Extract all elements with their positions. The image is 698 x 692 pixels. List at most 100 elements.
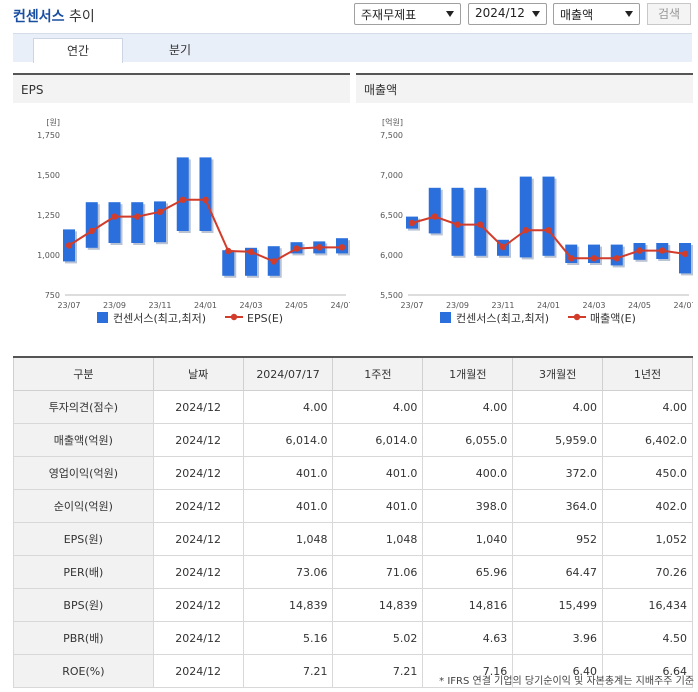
row-value: 952 [512,522,604,556]
estimate-point [179,196,186,203]
range-bar [222,250,235,276]
tab-quarterly[interactable]: 분기 [168,43,192,57]
row-value: 14,816 [422,588,514,622]
row-value: 402.0 [602,489,693,523]
x-tick-label: 24/03 [582,301,605,310]
row-value: 6,014.0 [332,423,424,457]
estimate-point [134,213,141,220]
y-axis-unit: [원] [46,118,60,127]
table-row: 투자의견(점수) 2024/12 4.00 4.00 4.00 4.00 4.00 [13,390,693,424]
row-date: 2024/12 [152,588,244,622]
row-value: 3.96 [512,621,604,655]
estimate-point [225,247,232,255]
row-label: EPS(원) [13,522,154,556]
row-value: 7.21 [332,654,424,688]
row-value: 450.0 [602,456,693,490]
search-button[interactable]: 검색 [647,3,691,25]
estimate-point [613,255,620,262]
x-tick-label: 23/11 [491,301,514,310]
row-value: 6,402.0 [602,423,693,457]
row-value: 401.0 [242,456,334,490]
metric-select[interactable]: 매출액 [553,3,640,25]
row-value: 4.50 [602,621,693,655]
estimate-point [65,242,73,249]
header-1m: 1개월전 [422,356,514,391]
estimate-point [431,213,438,220]
row-value: 6.40 [512,654,604,688]
x-tick-label: 24/01 [194,301,217,310]
estimate-point [156,208,164,215]
range-bar [131,202,144,243]
row-label: 매출액(억원) [13,423,154,457]
row-value: 4.63 [422,621,514,655]
legend-range-label: 컨센서스(최고,최저) [456,312,549,325]
row-value: 372.0 [512,456,604,490]
y-tick-label: 7,000 [380,171,403,180]
chevron-down-icon [625,11,633,17]
table-row: EPS(원) 2024/12 1,048 1,048 1,040 952 1,052 [13,522,693,556]
estimate-point [293,245,300,252]
legend-line-label: EPS(E) [247,312,283,325]
row-value: 1,052 [602,522,693,556]
row-value: 4.00 [602,390,693,424]
footnote: * IFRS 연결 기업의 당기순이익 및 자본총계는 지배주주 기준 [439,676,694,687]
row-value: 401.0 [242,489,334,523]
estimate-point [499,243,507,251]
legend-range-swatch [440,312,451,323]
row-value: 6,055.0 [422,423,514,457]
header-current: 2024/07/17 [242,356,334,391]
sales-chart-title: 매출액 [356,73,693,103]
title-brand: 컨센서스 [13,9,65,25]
x-tick-label: 23/11 [148,301,171,310]
table-row: BPS(원) 2024/12 14,839 14,839 14,816 15,499 16,… [13,588,693,622]
row-value: 5.16 [242,621,334,655]
row-label: PER(배) [13,555,154,589]
tab-annual[interactable]: 연간 [33,38,123,63]
row-value: 5,959.0 [512,423,604,457]
estimate-point [247,248,255,255]
row-value: 364.0 [512,489,604,523]
y-tick-label: 750 [45,291,60,300]
period-select[interactable]: 2024/12 [468,3,547,25]
legend-range-swatch [97,312,108,323]
header-date: 날짜 [152,356,244,391]
x-tick-label: 24/05 [285,301,308,310]
estimate-point [636,247,643,254]
y-axis-unit: [억원] [382,117,403,127]
range-bar [679,243,691,274]
row-value: 400.0 [422,456,514,490]
row-value: 1,048 [242,522,334,556]
estimate-point [111,213,118,220]
y-tick-label: 1,000 [37,251,60,260]
period-tab-bar: 연간 분기 [13,33,692,63]
table-row: ROE(%) 2024/12 7.21 7.21 7.16 6.40 6.64 [13,654,693,688]
range-bar [85,202,98,248]
row-value: 4.00 [332,390,424,424]
estimate-point [590,255,598,262]
statement-type-select[interactable]: 주재무제표 [354,3,461,25]
row-value: 64.47 [512,555,604,589]
row-date: 2024/12 [152,456,244,490]
title-suffix: 추이 [68,9,95,25]
estimate-point [270,258,277,265]
table-row: 매출액(억원) 2024/12 6,014.0 6,014.0 6,055.0 5,959… [13,423,693,457]
range-bar [154,201,166,243]
row-value: 71.06 [332,555,424,589]
row-label: 순이익(억원) [13,489,154,523]
x-tick-label: 23/07 [400,301,423,310]
x-tick-label: 23/09 [446,301,469,310]
x-tick-label: 23/07 [57,301,80,310]
estimate-point [545,227,552,234]
row-label: ROE(%) [13,654,154,688]
consensus-table: 구분 날짜 2024/07/17 1주전 1개월전 3개월전 1년전 투자의견(… [13,356,693,688]
row-value: 401.0 [332,456,424,490]
row-value: 1,040 [422,522,514,556]
row-value: 7.16 [422,654,514,688]
row-value: 14,839 [332,588,424,622]
x-tick-label: 24/05 [628,301,651,310]
row-value: 4.00 [512,390,604,424]
range-bar [176,157,189,231]
table-row: PER(배) 2024/12 73.06 71.06 65.96 64.47 70.26 [13,555,693,589]
row-label: PBR(배) [13,621,154,655]
